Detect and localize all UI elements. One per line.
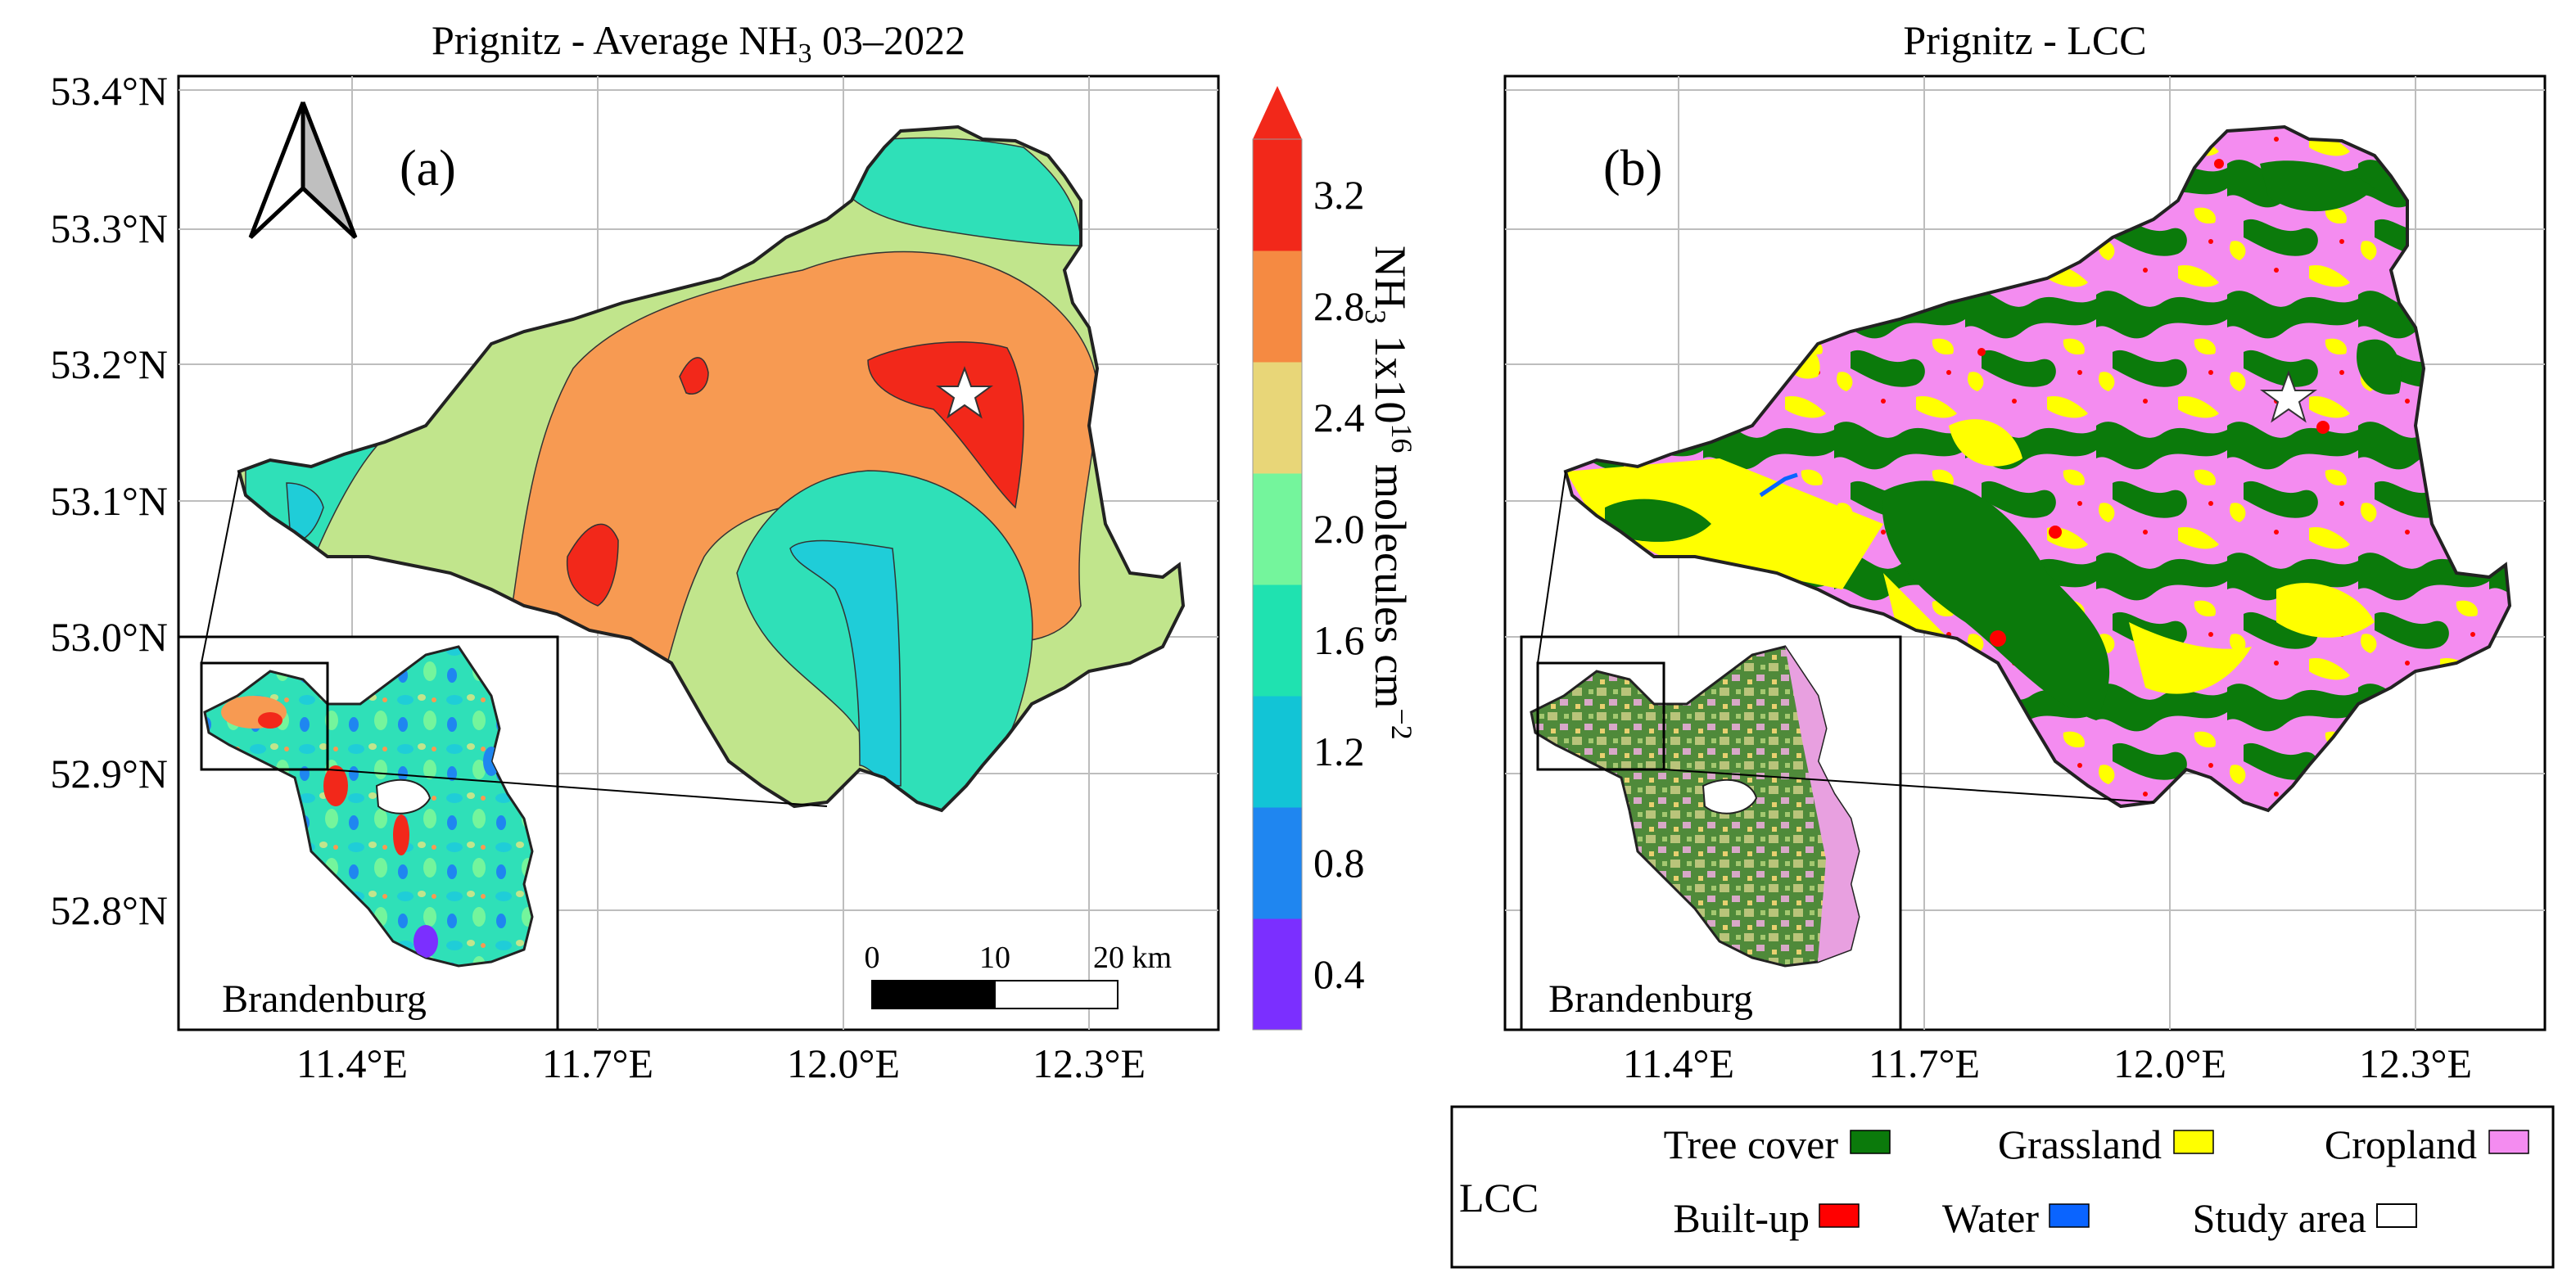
- legend-label-grass: Grassland: [1998, 1121, 2162, 1167]
- colorbar-tick: 0.8: [1313, 840, 1365, 886]
- panel-b-title: Prignitz - LCC: [1903, 17, 2146, 63]
- brandenburg-inset-b: Brandenburg: [1520, 635, 1902, 1031]
- nh3-contour-map: [237, 124, 1186, 813]
- lat-tick: 53.2°N: [50, 341, 168, 387]
- colorbar-segment: [1253, 473, 1302, 585]
- legend-title: LCC: [1459, 1175, 1539, 1221]
- lcc-legend: LCC Tree cover Grassland Cropland Built-…: [1450, 1105, 2555, 1269]
- colorbar-tick: 2.0: [1313, 506, 1365, 552]
- colorbar-tick: 2.4: [1313, 395, 1365, 440]
- colorbar-tick: 2.8: [1313, 283, 1365, 329]
- legend-swatch-study: [2376, 1203, 2417, 1228]
- svg-text:Brandenburg: Brandenburg: [1548, 977, 1753, 1021]
- north-arrow-icon: [248, 102, 358, 239]
- lon-tick: 12.3°E: [1033, 1040, 1146, 1086]
- panel-a-label: (a): [400, 141, 456, 196]
- scale-bar: 0 10 20 km: [865, 941, 1172, 1009]
- lon-tick: 11.7°E: [542, 1040, 653, 1086]
- colorbar-segment: [1253, 918, 1302, 1031]
- colorbar-tick: 0.4: [1313, 951, 1365, 997]
- legend-swatch-grass: [2173, 1130, 2214, 1154]
- brandenburg-inset-a: Brandenburg: [177, 635, 559, 1031]
- panel-b: Prignitz - LCC: [1503, 17, 2547, 1086]
- lon-tick: 11.7°E: [1869, 1040, 1980, 1086]
- svg-text:Brandenburg: Brandenburg: [222, 977, 427, 1021]
- legend-label-crop: Cropland: [2325, 1121, 2477, 1167]
- lon-tick: 12.0°E: [787, 1040, 900, 1086]
- lat-tick: 53.0°N: [50, 614, 168, 660]
- panel-a: Prignitz - Average NH3 03–2022: [50, 17, 1220, 1086]
- svg-text:20 km: 20 km: [1093, 941, 1172, 975]
- legend-swatch-tree: [1850, 1130, 1891, 1154]
- panel-a-lat-ticks: 53.4°N 53.3°N 53.2°N 53.1°N 53.0°N 52.9°…: [50, 68, 168, 933]
- colorbar-extend: [1253, 86, 1302, 139]
- lat-tick: 53.1°N: [50, 478, 168, 524]
- colorbar-segment: [1253, 139, 1302, 251]
- panel-a-lon-ticks: 11.4°E 11.7°E 12.0°E 12.3°E: [296, 1040, 1146, 1086]
- lat-tick: 52.9°N: [50, 751, 168, 796]
- svg-text:0: 0: [865, 941, 880, 975]
- colorbar-segment: [1253, 250, 1302, 363]
- lat-tick: 53.4°N: [50, 68, 168, 114]
- lon-tick: 12.0°E: [2113, 1040, 2226, 1086]
- colorbar-tick: 3.2: [1313, 172, 1365, 218]
- legend-swatch-crop: [2488, 1130, 2529, 1154]
- colorbar-segment: [1253, 362, 1302, 474]
- legend-swatch-builtup: [1819, 1203, 1860, 1228]
- panel-b-lon-ticks: 11.4°E 11.7°E 12.0°E 12.3°E: [1623, 1040, 2472, 1086]
- lon-tick: 11.4°E: [1623, 1040, 1734, 1086]
- lat-tick: 52.8°N: [50, 887, 168, 933]
- colorbar-tick: 1.6: [1313, 617, 1365, 663]
- lon-tick: 11.4°E: [296, 1040, 408, 1086]
- colorbar-segment: [1253, 807, 1302, 919]
- star-marker: [2259, 370, 2318, 423]
- colorbar: 3.2 2.8 2.4 2.0 1.6 1.2 0.8 0.4 NH3 1x1016 mole…: [1252, 86, 1418, 1031]
- legend-label-study: Study area: [2193, 1195, 2366, 1241]
- legend-label-tree: Tree cover: [1664, 1121, 1839, 1167]
- panel-a-title: Prignitz - Average NH3 03–2022: [432, 17, 965, 69]
- svg-text:10: 10: [979, 941, 1010, 975]
- legend-label-water: Water: [1942, 1195, 2039, 1241]
- lon-tick: 12.3°E: [2359, 1040, 2472, 1086]
- colorbar-tick: 1.2: [1313, 729, 1365, 774]
- colorbar-segment: [1253, 696, 1302, 808]
- panel-b-label: (b): [1603, 141, 1662, 196]
- legend-label-builtup: Built-up: [1673, 1195, 1810, 1241]
- star-marker: [935, 366, 994, 419]
- colorbar-segment: [1253, 584, 1302, 697]
- lat-tick: 53.3°N: [50, 205, 168, 251]
- legend-swatch-water: [2049, 1203, 2090, 1228]
- colorbar-title: NH3 1x1016 molecules cm−2: [1359, 246, 1418, 740]
